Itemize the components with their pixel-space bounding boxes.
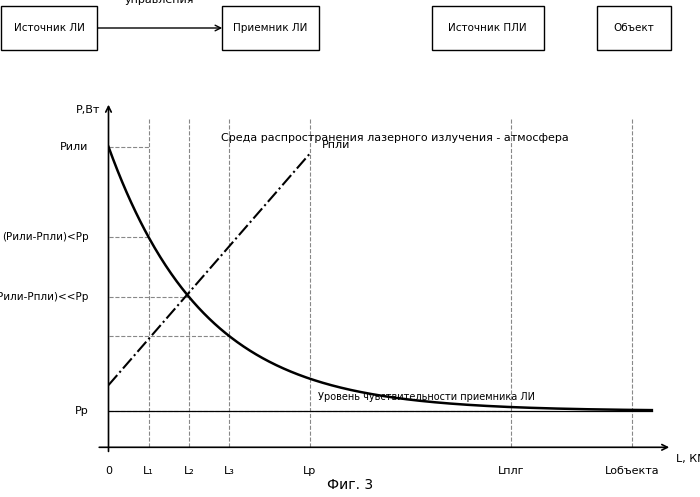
Text: Фиг. 3: Фиг. 3 (327, 478, 373, 492)
Text: Рили: Рили (60, 142, 88, 152)
Text: L₃: L₃ (224, 466, 234, 476)
Text: Объект: Объект (614, 23, 654, 33)
Text: 0: 0 (105, 466, 112, 476)
Text: Lр: Lр (303, 466, 316, 476)
Text: Среда распространения лазерного излучения - атмосфера: Среда распространения лазерного излучени… (221, 133, 569, 143)
Text: L, КМ: L, КМ (676, 454, 700, 464)
Text: Уровень чувствительности приемника ЛИ: Уровень чувствительности приемника ЛИ (318, 393, 535, 403)
Text: Lобъекта: Lобъекта (604, 466, 659, 476)
Text: (Рили-Рпли)<<Рр: (Рили-Рпли)<<Рр (0, 292, 88, 302)
Text: Lплг: Lплг (498, 466, 524, 476)
Text: Приемник ЛИ: Приемник ЛИ (233, 23, 307, 33)
Text: L₁: L₁ (144, 466, 154, 476)
Text: (Рили-Рпли)<Рр: (Рили-Рпли)<Рр (1, 233, 88, 243)
Text: Оптический канал
управления: Оптический канал управления (104, 0, 214, 5)
Text: Источник ЛИ: Источник ЛИ (13, 23, 85, 33)
Text: Источник ПЛИ: Источник ПЛИ (448, 23, 527, 33)
Text: Р,Вт: Р,Вт (76, 105, 101, 115)
Text: Рпли: Рпли (322, 140, 350, 150)
Text: L₂: L₂ (183, 466, 195, 476)
Text: Рр: Рр (75, 406, 88, 416)
